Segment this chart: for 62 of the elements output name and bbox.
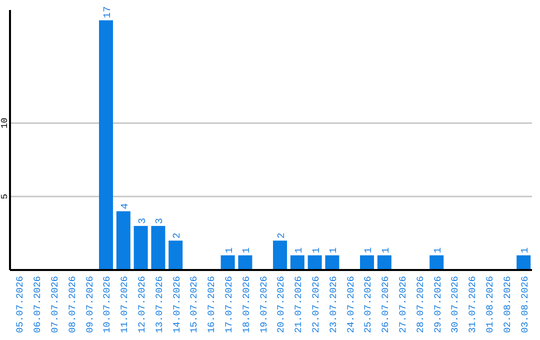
bar [220, 255, 235, 270]
data-label: 4 [120, 203, 132, 210]
y-tick-label: 10 [0, 118, 10, 129]
x-tick-label: 11.07.2026 [119, 276, 130, 334]
y-tick-label: 5 [0, 194, 10, 200]
data-label: 1 [242, 247, 254, 254]
bar [290, 255, 304, 270]
bar [516, 255, 531, 270]
data-label: 3 [155, 218, 166, 224]
data-label: 1 [520, 247, 532, 254]
x-tick-label: 05.07.2026 [14, 276, 26, 334]
x-tick-label: 20.07.2026 [276, 276, 287, 334]
x-tick-label: 18.07.2026 [240, 276, 252, 334]
x-tick-label: 16.07.2026 [206, 276, 218, 334]
x-tick-label: 30.07.2026 [450, 276, 461, 334]
x-tick-label: 26.07.2026 [380, 276, 392, 334]
x-tick-label: 23.07.2026 [328, 276, 339, 334]
data-label: 1 [294, 247, 306, 254]
data-label: 17 [103, 6, 114, 18]
bar [273, 240, 287, 270]
data-label: 1 [312, 247, 323, 254]
data-label: 1 [224, 247, 236, 254]
x-tick-label: 19.07.2026 [258, 276, 270, 334]
x-tick-label: 24.07.2026 [345, 276, 356, 334]
bar [238, 255, 252, 270]
x-tick-label: 31.07.2026 [467, 276, 478, 334]
x-tick-label: 12.07.2026 [136, 276, 148, 334]
x-tick-label: 13.07.2026 [154, 276, 165, 334]
bar [116, 211, 130, 270]
data-label: 1 [381, 247, 392, 254]
bar [134, 226, 148, 270]
x-tick-label: 02.08.2026 [502, 276, 513, 334]
x-tick-label: 27.07.2026 [398, 276, 408, 334]
data-label: 1 [329, 247, 340, 254]
x-tick-label: 29.07.2026 [432, 276, 444, 334]
x-tick-label: 10.07.2026 [102, 276, 113, 334]
x-tick-label: 07.07.2026 [50, 276, 60, 334]
x-tick-label: 14.07.2026 [171, 276, 182, 334]
bar [151, 226, 166, 270]
data-label: 1 [364, 247, 375, 254]
data-label: 1 [434, 247, 445, 254]
data-label: 2 [277, 232, 288, 239]
bar [325, 255, 340, 270]
x-tick-label: 06.07.2026 [32, 276, 44, 334]
x-tick-label: 22.07.2026 [310, 276, 322, 334]
x-tick-label: 15.07.2026 [188, 276, 200, 334]
x-tick-label: 25.07.2026 [362, 276, 374, 334]
x-tick-label: 08.07.2026 [66, 276, 78, 334]
bar [377, 255, 392, 270]
bar [308, 255, 322, 270]
x-tick-label: 21.07.2026 [293, 276, 304, 334]
x-tick-label: 09.07.2026 [84, 276, 96, 334]
bar [360, 255, 374, 270]
data-label: 3 [138, 218, 149, 224]
data-label: 2 [172, 232, 184, 239]
x-tick-label: 01.08.2026 [484, 276, 496, 334]
x-tick-label: 03.08.2026 [519, 276, 530, 334]
bar [168, 240, 183, 270]
x-tick-label: 17.07.2026 [224, 276, 234, 334]
bar [430, 255, 444, 270]
bar [99, 20, 113, 270]
x-tick-label: 28.07.2026 [414, 276, 426, 334]
